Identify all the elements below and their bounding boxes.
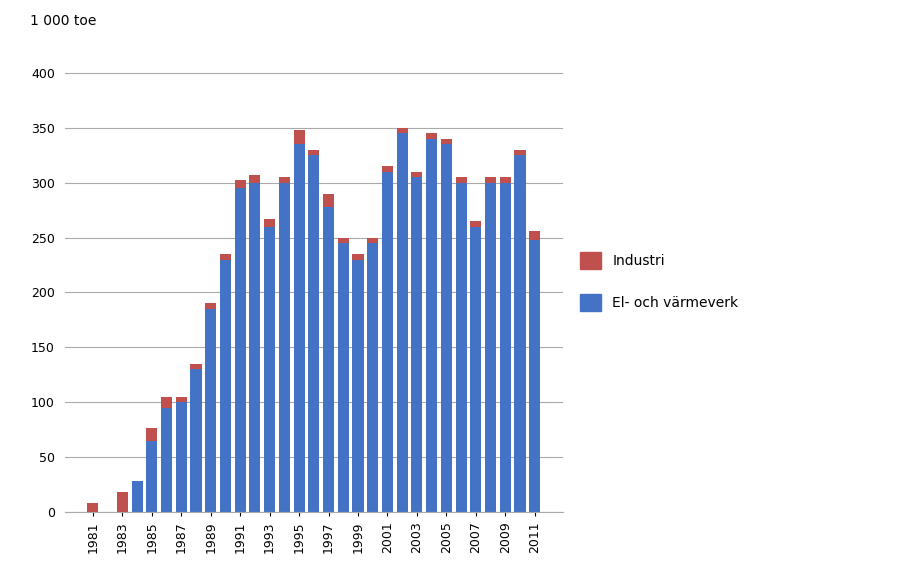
Bar	[470, 227, 481, 512]
Bar	[529, 240, 540, 512]
Bar	[220, 254, 231, 260]
Bar	[367, 237, 378, 243]
Bar	[485, 177, 496, 183]
Bar	[514, 150, 525, 155]
Bar	[426, 139, 437, 512]
Bar	[337, 243, 348, 512]
Bar	[456, 177, 467, 183]
Bar	[161, 408, 172, 512]
Bar	[323, 194, 334, 207]
Bar	[470, 221, 481, 227]
Bar	[352, 260, 363, 512]
Text: 1 000 toe: 1 000 toe	[30, 14, 96, 28]
Bar	[308, 150, 319, 155]
Bar	[191, 364, 202, 369]
Bar	[147, 428, 158, 441]
Bar	[264, 219, 275, 227]
Bar	[412, 177, 423, 512]
Bar	[397, 128, 408, 133]
Bar	[205, 303, 216, 309]
Bar	[279, 183, 290, 512]
Bar	[485, 183, 496, 512]
Bar	[293, 130, 304, 144]
Bar	[367, 243, 378, 512]
Bar	[456, 183, 467, 512]
Bar	[412, 172, 423, 177]
Bar	[441, 144, 452, 512]
Bar	[249, 175, 260, 183]
Bar	[441, 139, 452, 144]
Bar	[116, 492, 127, 512]
Bar	[381, 172, 393, 512]
Bar	[308, 155, 319, 512]
Bar	[426, 133, 437, 139]
Bar	[397, 133, 408, 512]
Bar	[337, 237, 348, 243]
Bar	[500, 183, 511, 512]
Bar	[529, 231, 540, 240]
Bar	[500, 177, 511, 183]
Bar	[293, 144, 304, 512]
Bar	[264, 227, 275, 512]
Bar	[176, 397, 187, 402]
Bar	[131, 481, 143, 512]
Bar	[191, 369, 202, 512]
Bar	[176, 402, 187, 512]
Bar	[279, 177, 290, 183]
Bar	[235, 188, 246, 512]
Bar	[220, 260, 231, 512]
Bar	[323, 207, 334, 512]
Bar	[235, 181, 246, 188]
Bar	[87, 503, 98, 512]
Bar	[352, 254, 363, 260]
Bar	[147, 441, 158, 512]
Bar	[514, 155, 525, 512]
Bar	[205, 309, 216, 512]
Bar	[161, 397, 172, 408]
Bar	[249, 183, 260, 512]
Legend: Industri, El- och värmeverk: Industri, El- och värmeverk	[575, 247, 744, 316]
Bar	[381, 166, 393, 172]
